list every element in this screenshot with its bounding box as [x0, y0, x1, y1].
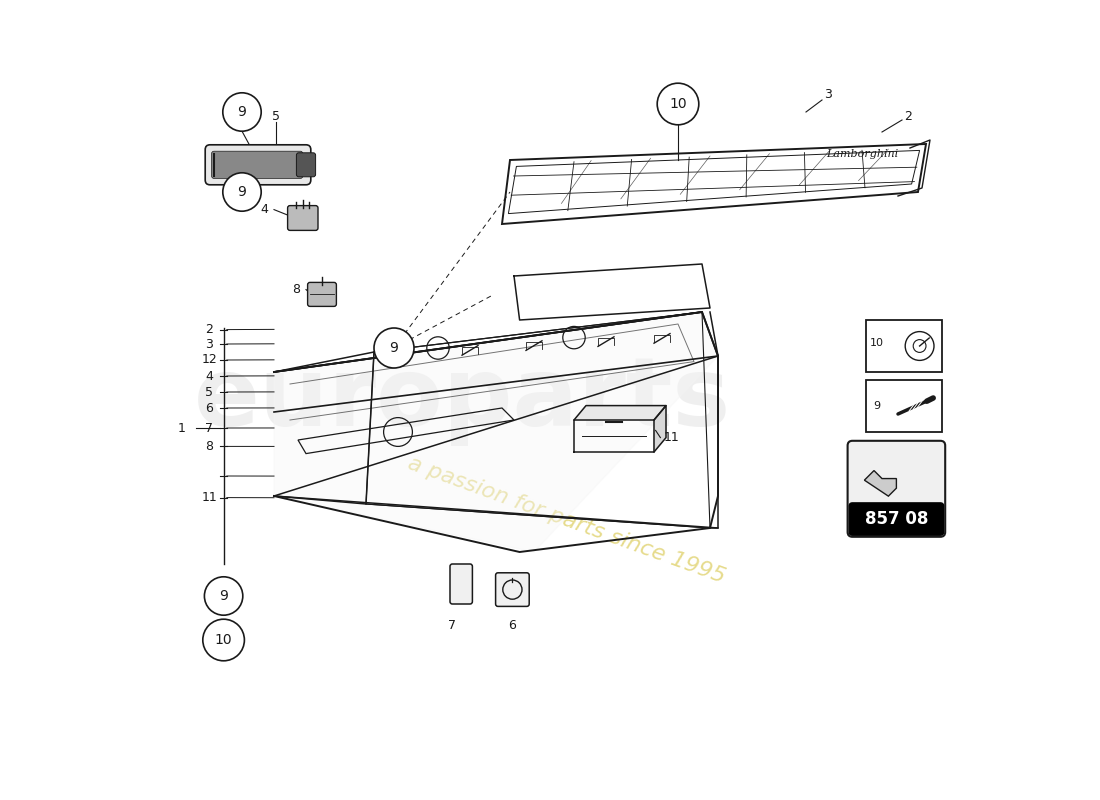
Text: 9: 9	[219, 589, 228, 603]
Circle shape	[374, 328, 414, 368]
Text: 12: 12	[201, 354, 217, 366]
Text: 2: 2	[904, 110, 912, 122]
Polygon shape	[654, 406, 666, 452]
FancyBboxPatch shape	[849, 503, 944, 535]
FancyBboxPatch shape	[496, 573, 529, 606]
Text: 2: 2	[206, 323, 213, 336]
Polygon shape	[574, 406, 666, 420]
Circle shape	[202, 619, 244, 661]
Text: 3: 3	[206, 338, 213, 350]
Polygon shape	[274, 312, 718, 552]
Text: 1: 1	[178, 422, 186, 434]
FancyBboxPatch shape	[296, 153, 316, 177]
Circle shape	[657, 83, 698, 125]
FancyBboxPatch shape	[308, 282, 337, 306]
Polygon shape	[865, 470, 896, 496]
Text: 5: 5	[206, 386, 213, 398]
Text: 10: 10	[214, 633, 232, 647]
Text: 5: 5	[273, 110, 280, 122]
Text: 10: 10	[870, 338, 884, 348]
Text: 10: 10	[669, 97, 686, 111]
Text: 9: 9	[873, 401, 881, 411]
FancyBboxPatch shape	[450, 564, 472, 604]
Circle shape	[223, 93, 261, 131]
Text: a passion for parts since 1995: a passion for parts since 1995	[405, 453, 727, 587]
FancyBboxPatch shape	[848, 441, 945, 537]
FancyBboxPatch shape	[287, 206, 318, 230]
Circle shape	[205, 577, 243, 615]
Text: 11: 11	[201, 491, 217, 504]
Text: 8: 8	[206, 440, 213, 453]
Text: 4: 4	[206, 370, 213, 382]
Text: 7: 7	[449, 619, 456, 632]
Text: 6: 6	[508, 619, 516, 632]
Text: 11: 11	[663, 431, 680, 444]
Text: Lamborghini: Lamborghini	[826, 149, 898, 158]
Text: 3: 3	[825, 88, 833, 101]
Circle shape	[223, 173, 261, 211]
Text: 4: 4	[261, 203, 268, 216]
Text: 857 08: 857 08	[865, 510, 928, 528]
Text: 9: 9	[238, 105, 246, 119]
Text: europarts: europarts	[194, 354, 730, 446]
Text: 8: 8	[293, 283, 300, 296]
Text: 6: 6	[206, 402, 213, 414]
FancyBboxPatch shape	[211, 151, 303, 178]
Text: 9: 9	[389, 341, 398, 355]
FancyBboxPatch shape	[206, 145, 311, 185]
Text: 9: 9	[238, 185, 246, 199]
Text: 7: 7	[206, 422, 213, 434]
